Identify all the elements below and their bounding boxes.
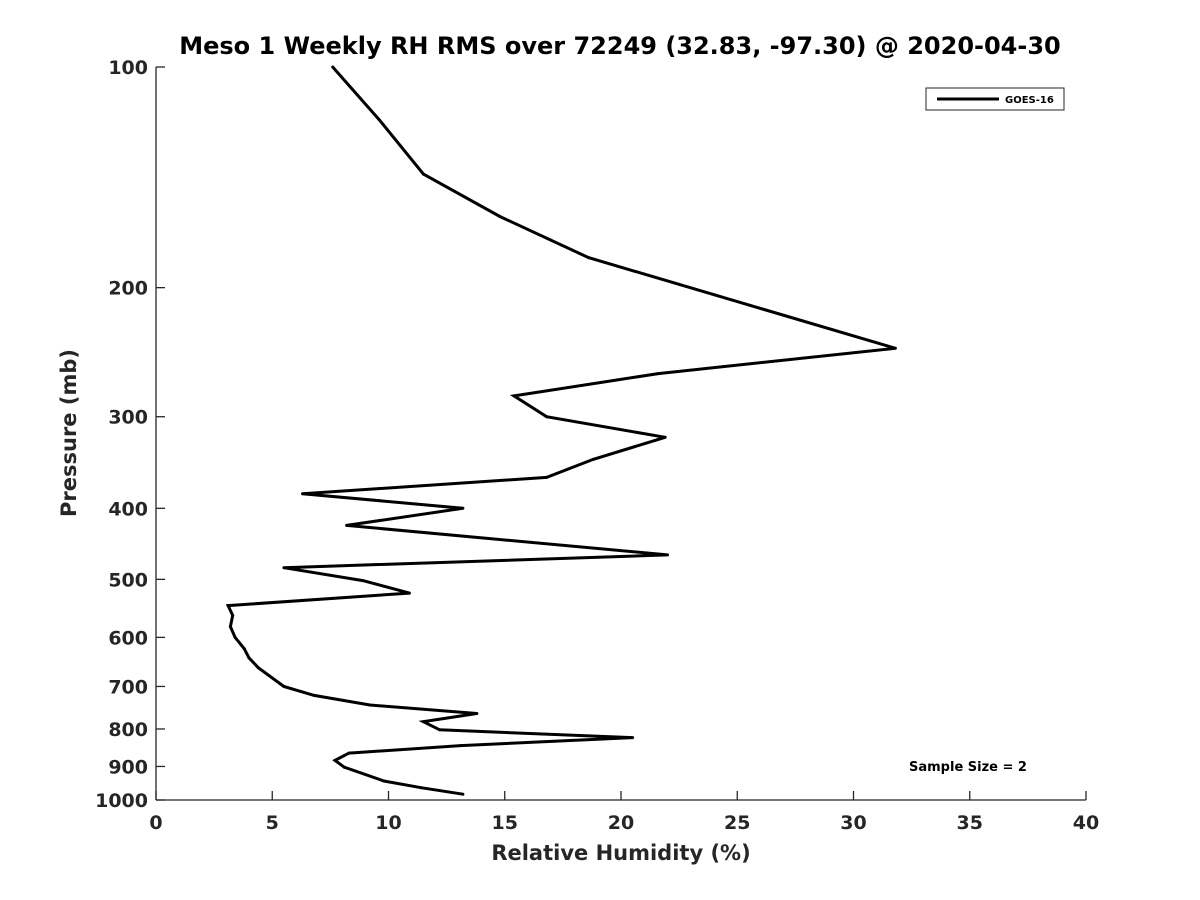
x-tick-label: 35 (957, 812, 983, 834)
data-point (368, 703, 372, 707)
series-line-goes-16 (225, 66, 896, 796)
data-point (377, 118, 381, 122)
data-point (459, 744, 463, 748)
x-ticks: 0 5 10 15 20 25 30 35 40 (149, 791, 1099, 834)
data-point (312, 693, 316, 697)
y-tick-label: 300 (108, 407, 148, 429)
data-point (631, 736, 635, 740)
data-point (545, 415, 549, 419)
x-tick-label: 40 (1073, 812, 1099, 834)
y-tick-label: 400 (108, 498, 148, 520)
data-point (421, 172, 425, 176)
data-point (347, 751, 351, 755)
y-ticks: 100 200 300 400 500 600 700 800 900 1000 (95, 57, 165, 812)
data-point (475, 712, 479, 715)
data-point (256, 666, 260, 670)
x-tick-label: 20 (608, 812, 634, 834)
data-point (282, 685, 286, 688)
data-point (333, 758, 337, 762)
data-point (461, 506, 465, 510)
x-tick-label: 30 (840, 812, 866, 834)
data-point (233, 635, 237, 639)
sample-size-annotation: Sample Size = 2 (909, 760, 1027, 775)
series-layer (225, 65, 897, 796)
data-point (438, 728, 442, 732)
x-tick-label: 5 (266, 812, 279, 834)
y-axis-label: Pressure (mb) (57, 349, 81, 517)
data-point (893, 346, 897, 350)
data-point (382, 779, 386, 783)
data-point (587, 256, 590, 260)
y-tick-label: 200 (108, 278, 148, 300)
data-point (591, 457, 595, 461)
chart-title: Meso 1 Weekly RH RMS over 72249 (32.83, … (179, 32, 1061, 60)
x-axis-label: Relative Humidity (%) (491, 841, 750, 865)
data-point (512, 394, 516, 398)
y-tick-label: 500 (108, 569, 148, 591)
data-point (345, 523, 349, 527)
data-point (545, 475, 549, 479)
data-point (301, 492, 304, 496)
data-point (242, 647, 246, 651)
y-tick-label: 700 (108, 676, 148, 698)
data-point (498, 215, 502, 219)
x-tick-label: 10 (375, 812, 401, 834)
data-point (247, 656, 251, 660)
y-tick-label: 100 (108, 57, 148, 79)
x-tick-label: 15 (492, 812, 518, 834)
x-tick-label: 0 (149, 812, 162, 834)
data-point (342, 765, 346, 769)
data-point (228, 625, 232, 629)
data-point (666, 553, 669, 557)
data-point (361, 579, 365, 583)
y-tick-label: 900 (108, 756, 148, 778)
data-point (231, 613, 235, 617)
legend-entry-goes-16: GOES-16 (1005, 95, 1054, 106)
y-tick-label: 800 (108, 719, 148, 741)
data-point (419, 786, 423, 790)
data-point (663, 435, 667, 439)
data-point (656, 372, 660, 376)
y-tick-label: 600 (108, 627, 148, 649)
y-tick-label: 1000 (95, 790, 148, 812)
data-point (421, 720, 425, 724)
data-point (461, 792, 465, 796)
data-point (226, 604, 230, 608)
data-point (331, 65, 335, 69)
data-point (407, 591, 411, 595)
data-point (282, 566, 286, 570)
x-tick-label: 25 (724, 812, 750, 834)
legend: GOES-16 (925, 87, 1065, 111)
